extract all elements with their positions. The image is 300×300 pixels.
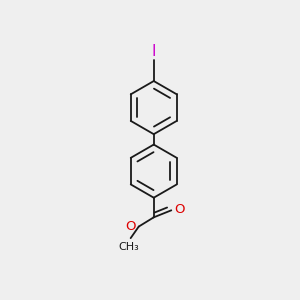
Text: I: I bbox=[152, 44, 156, 59]
Text: O: O bbox=[125, 220, 136, 233]
Text: CH₃: CH₃ bbox=[118, 242, 139, 252]
Text: O: O bbox=[174, 203, 184, 216]
